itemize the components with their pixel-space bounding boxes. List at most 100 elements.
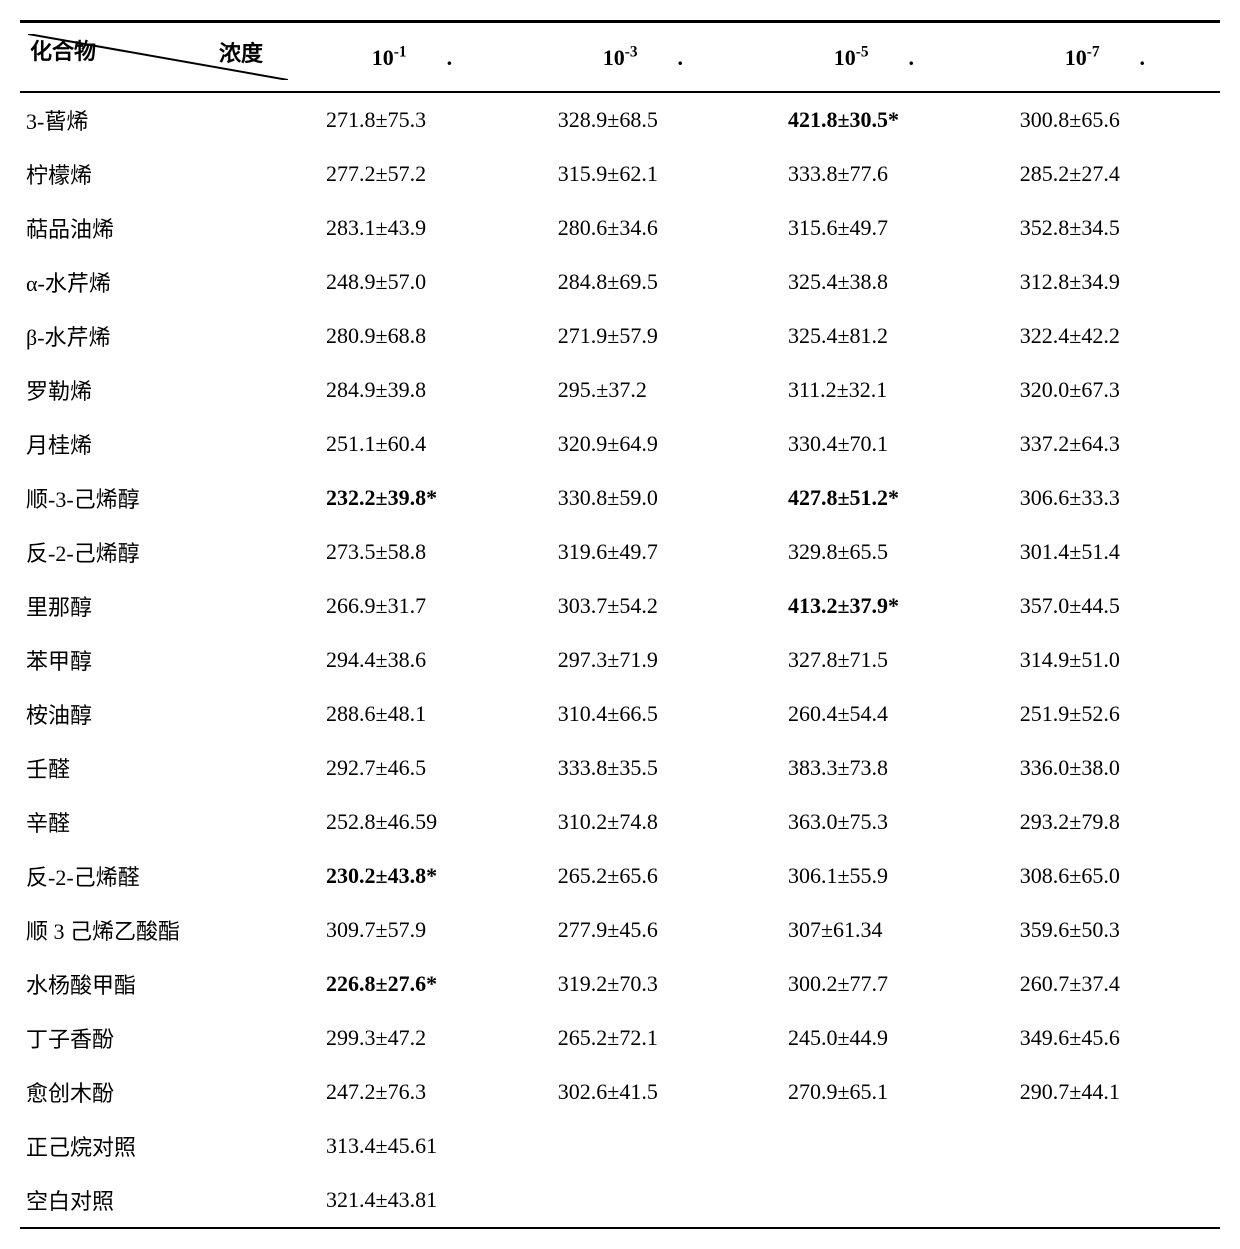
value-cell: 330.8±59.0 [528, 471, 758, 525]
value-cell: 288.6±48.1 [296, 687, 528, 741]
value-cell: 301.4±51.4 [990, 525, 1220, 579]
value-cell: 251.9±52.6 [990, 687, 1220, 741]
table-row: 壬醛292.7±46.5333.8±35.5383.3±73.8336.0±38… [20, 741, 1220, 795]
table-row: 月桂烯251.1±60.4320.9±64.9330.4±70.1337.2±6… [20, 417, 1220, 471]
value-cell: 260.7±37.4 [990, 957, 1220, 1011]
compound-name: 萜品油烯 [20, 201, 296, 255]
value-cell: 311.2±32.1 [758, 363, 990, 417]
value-cell: 273.5±58.8 [296, 525, 528, 579]
value-cell: 251.1±60.4 [296, 417, 528, 471]
table-row: 桉油醇288.6±48.1310.4±66.5260.4±54.4251.9±5… [20, 687, 1220, 741]
value-cell: 310.2±74.8 [528, 795, 758, 849]
table-row: 反-2-己烯醛230.2±43.8*265.2±65.6306.1±55.930… [20, 849, 1220, 903]
value-cell: 248.9±57.0 [296, 255, 528, 309]
value-cell [758, 1119, 990, 1173]
value-cell: 247.2±76.3 [296, 1065, 528, 1119]
value-cell: 349.6±45.6 [990, 1011, 1220, 1065]
col-header-2: 10-5. [758, 22, 990, 93]
table-row: 苯甲醇294.4±38.6297.3±71.9327.8±71.5314.9±5… [20, 633, 1220, 687]
value-cell: 321.4±43.81 [296, 1173, 528, 1228]
compound-name: 丁子香酚 [20, 1011, 296, 1065]
compound-name: 桉油醇 [20, 687, 296, 741]
value-cell: 337.2±64.3 [990, 417, 1220, 471]
value-cell: 283.1±43.9 [296, 201, 528, 255]
value-cell: 312.8±34.9 [990, 255, 1220, 309]
value-cell: 292.7±46.5 [296, 741, 528, 795]
value-cell: 327.8±71.5 [758, 633, 990, 687]
value-cell: 260.4±54.4 [758, 687, 990, 741]
value-cell: 299.3±47.2 [296, 1011, 528, 1065]
table-row: 正己烷对照313.4±45.61 [20, 1119, 1220, 1173]
compound-name: 苯甲醇 [20, 633, 296, 687]
value-cell: 308.6±65.0 [990, 849, 1220, 903]
compound-name: 水杨酸甲酯 [20, 957, 296, 1011]
compound-name: 柠檬烯 [20, 147, 296, 201]
compound-name: 辛醛 [20, 795, 296, 849]
table-row: 里那醇266.9±31.7303.7±54.2413.2±37.9*357.0±… [20, 579, 1220, 633]
table-row: 顺 3 己烯乙酸酯309.7±57.9277.9±45.6307±61.3435… [20, 903, 1220, 957]
col-header-0: 10-1. [296, 22, 528, 93]
col-header-1: 10-3. [528, 22, 758, 93]
value-cell: 328.9±68.5 [528, 92, 758, 147]
value-cell: 329.8±65.5 [758, 525, 990, 579]
value-cell: 265.2±72.1 [528, 1011, 758, 1065]
compound-name: 反-2-己烯醛 [20, 849, 296, 903]
col-header-3: 10-7. [990, 22, 1220, 93]
value-cell: 306.1±55.9 [758, 849, 990, 903]
table-row: β-水芹烯280.9±68.8271.9±57.9325.4±81.2322.4… [20, 309, 1220, 363]
value-cell: 303.7±54.2 [528, 579, 758, 633]
compound-name: 顺 3 己烯乙酸酯 [20, 903, 296, 957]
value-cell: 285.2±27.4 [990, 147, 1220, 201]
table-row: 反-2-己烯醇273.5±58.8319.6±49.7329.8±65.5301… [20, 525, 1220, 579]
value-cell: 352.8±34.5 [990, 201, 1220, 255]
compound-name: 顺-3-己烯醇 [20, 471, 296, 525]
value-cell: 359.6±50.3 [990, 903, 1220, 957]
value-cell: 333.8±35.5 [528, 741, 758, 795]
value-cell: 357.0±44.5 [990, 579, 1220, 633]
value-cell: 280.9±68.8 [296, 309, 528, 363]
compound-name: 愈创木酚 [20, 1065, 296, 1119]
value-cell: 413.2±37.9* [758, 579, 990, 633]
value-cell: 300.2±77.7 [758, 957, 990, 1011]
value-cell: 294.4±38.6 [296, 633, 528, 687]
compound-name: 反-2-己烯醇 [20, 525, 296, 579]
value-cell [528, 1119, 758, 1173]
value-cell: 226.8±27.6* [296, 957, 528, 1011]
value-cell: 297.3±71.9 [528, 633, 758, 687]
value-cell [758, 1173, 990, 1228]
value-cell: 363.0±75.3 [758, 795, 990, 849]
value-cell: 266.9±31.7 [296, 579, 528, 633]
header-row: 化合物 浓度 10-1. 10-3. 10-5. 10-7. [20, 22, 1220, 93]
value-cell: 320.0±67.3 [990, 363, 1220, 417]
value-cell: 325.4±81.2 [758, 309, 990, 363]
value-cell: 284.9±39.8 [296, 363, 528, 417]
table-body: 3-蒈烯271.8±75.3328.9±68.5421.8±30.5*300.8… [20, 92, 1220, 1228]
compound-name: 月桂烯 [20, 417, 296, 471]
value-cell: 427.8±51.2* [758, 471, 990, 525]
value-cell: 293.2±79.8 [990, 795, 1220, 849]
value-cell: 315.6±49.7 [758, 201, 990, 255]
value-cell: 271.8±75.3 [296, 92, 528, 147]
value-cell: 333.8±77.6 [758, 147, 990, 201]
value-cell: 252.8±46.59 [296, 795, 528, 849]
value-cell: 232.2±39.8* [296, 471, 528, 525]
compound-name: 罗勒烯 [20, 363, 296, 417]
value-cell: 284.8±69.5 [528, 255, 758, 309]
table-row: 辛醛252.8±46.59310.2±74.8363.0±75.3293.2±7… [20, 795, 1220, 849]
table-row: 空白对照321.4±43.81 [20, 1173, 1220, 1228]
compound-name: 空白对照 [20, 1173, 296, 1228]
value-cell: 230.2±43.8* [296, 849, 528, 903]
value-cell: 309.7±57.9 [296, 903, 528, 957]
table-row: 愈创木酚247.2±76.3302.6±41.5270.9±65.1290.7±… [20, 1065, 1220, 1119]
value-cell [990, 1173, 1220, 1228]
compound-name: α-水芹烯 [20, 255, 296, 309]
table-row: 水杨酸甲酯226.8±27.6*319.2±70.3300.2±77.7260.… [20, 957, 1220, 1011]
compound-name: β-水芹烯 [20, 309, 296, 363]
concentration-label: 浓度 [219, 36, 263, 68]
value-cell: 336.0±38.0 [990, 741, 1220, 795]
value-cell: 295.±37.2 [528, 363, 758, 417]
value-cell: 310.4±66.5 [528, 687, 758, 741]
value-cell: 319.2±70.3 [528, 957, 758, 1011]
value-cell: 319.6±49.7 [528, 525, 758, 579]
value-cell: 313.4±45.61 [296, 1119, 528, 1173]
